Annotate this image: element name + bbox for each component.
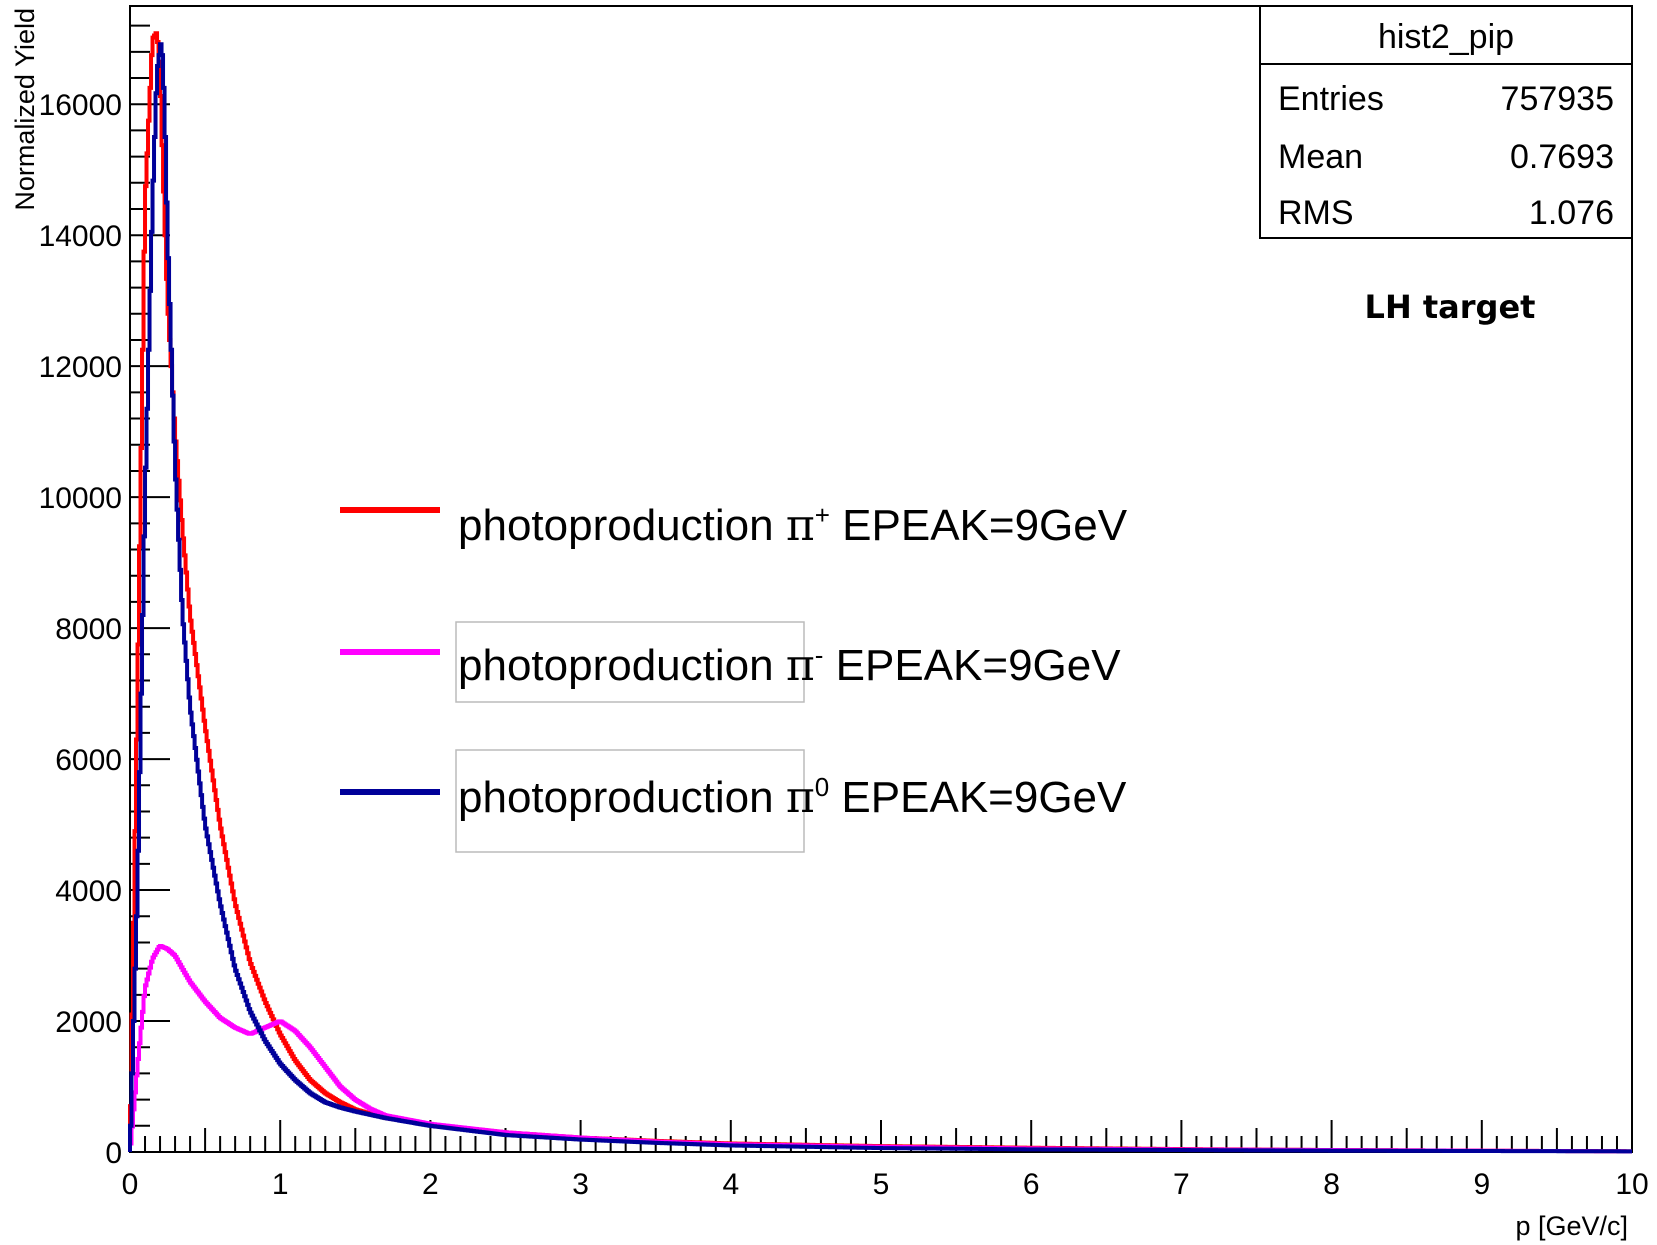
y-axis-title: Normalized Yield <box>10 8 40 211</box>
y-tick-label: 0 <box>105 1137 122 1170</box>
legend-symbol-pi-plus: π <box>786 500 815 551</box>
legend-symbol-pi-minus: π <box>786 640 815 691</box>
y-tick-label: 4000 <box>55 875 122 908</box>
stats-entries-value: 757935 <box>1501 80 1614 118</box>
x-tick-label: 8 <box>1323 1168 1340 1201</box>
legend-suffix-pi-plus: EPEAK=9GeV <box>830 501 1128 550</box>
legend-entry-pi-minus: photoproduction π- EPEAK=9GeV <box>340 621 1121 703</box>
y-tick-label: 6000 <box>55 744 122 777</box>
axis-tick-labels: 0 1 2 3 4 5 6 7 8 9 10 0 2000 4000 6000 8000 10000 12000 1… <box>39 89 1649 1201</box>
series-layer <box>128 31 1632 1154</box>
svg-text:photoproduction π+ EPEAK=9GeV: photoproduction π+ EPEAK=9GeV <box>458 500 1128 551</box>
stats-entries-label: Entries <box>1278 80 1384 118</box>
target-annotation: LH target <box>1365 288 1536 326</box>
legend-label-box-pi-zero <box>455 749 805 853</box>
stats-mean-value: 0.7693 <box>1510 138 1614 176</box>
y-tick-label: 8000 <box>55 613 122 646</box>
legend-label-pi-plus: photoproduction <box>458 501 786 550</box>
x-tick-label: 3 <box>572 1168 589 1201</box>
svg-text:photoproduction π0 EPEAK=9GeV: photoproduction π0 EPEAK=9GeV <box>458 772 1127 823</box>
stats-box: hist2_pip Entries 757935 Mean 0.7693 RMS… <box>1259 5 1633 239</box>
legend-sup-pi-zero: 0 <box>815 772 829 802</box>
x-tick-label: 5 <box>873 1168 890 1201</box>
stats-rms-value: 1.076 <box>1529 194 1614 232</box>
legend-label-pi-zero: photoproduction <box>458 773 786 822</box>
x-tick-label: 4 <box>722 1168 739 1201</box>
y-tick-label: 16000 <box>39 89 122 122</box>
y-tick-label: 14000 <box>39 220 122 253</box>
x-tick-label: 6 <box>1023 1168 1040 1201</box>
x-tick-label: 10 <box>1615 1168 1648 1201</box>
x-tick-label: 7 <box>1173 1168 1190 1201</box>
legend-suffix-pi-minus: EPEAK=9GeV <box>823 641 1121 690</box>
legend: photoproduction π+ EPEAK=9GeV photoprodu… <box>340 500 1128 853</box>
legend-label-pi-minus: photoproduction <box>458 641 786 690</box>
x-tick-label: 9 <box>1473 1168 1490 1201</box>
legend-entry-pi-zero: photoproduction π0 EPEAK=9GeV <box>340 749 1127 853</box>
stats-rms-label: RMS <box>1278 194 1354 232</box>
y-tick-label: 2000 <box>55 1006 122 1039</box>
y-tick-label: 12000 <box>39 351 122 384</box>
legend-symbol-pi-zero: π <box>786 772 815 823</box>
x-axis-title: p [GeV/c] <box>1515 1211 1628 1241</box>
x-tick-label: 1 <box>272 1168 289 1201</box>
x-tick-label: 2 <box>422 1168 439 1201</box>
legend-sup-pi-plus: + <box>815 500 830 530</box>
stats-title: hist2_pip <box>1378 18 1514 56</box>
stats-mean-label: Mean <box>1278 138 1363 176</box>
legend-sup-pi-minus: - <box>815 640 824 670</box>
legend-suffix-pi-zero: EPEAK=9GeV <box>829 773 1127 822</box>
x-tick-label: 0 <box>122 1168 139 1201</box>
legend-entry-pi-plus: photoproduction π+ EPEAK=9GeV <box>340 500 1128 551</box>
series-pi-zero <box>128 42 1632 1154</box>
y-tick-label: 10000 <box>39 482 122 515</box>
legend-label-box-pi-minus <box>455 621 805 703</box>
svg-text:photoproduction π- EPEAK=9GeV: photoproduction π- EPEAK=9GeV <box>458 640 1121 691</box>
